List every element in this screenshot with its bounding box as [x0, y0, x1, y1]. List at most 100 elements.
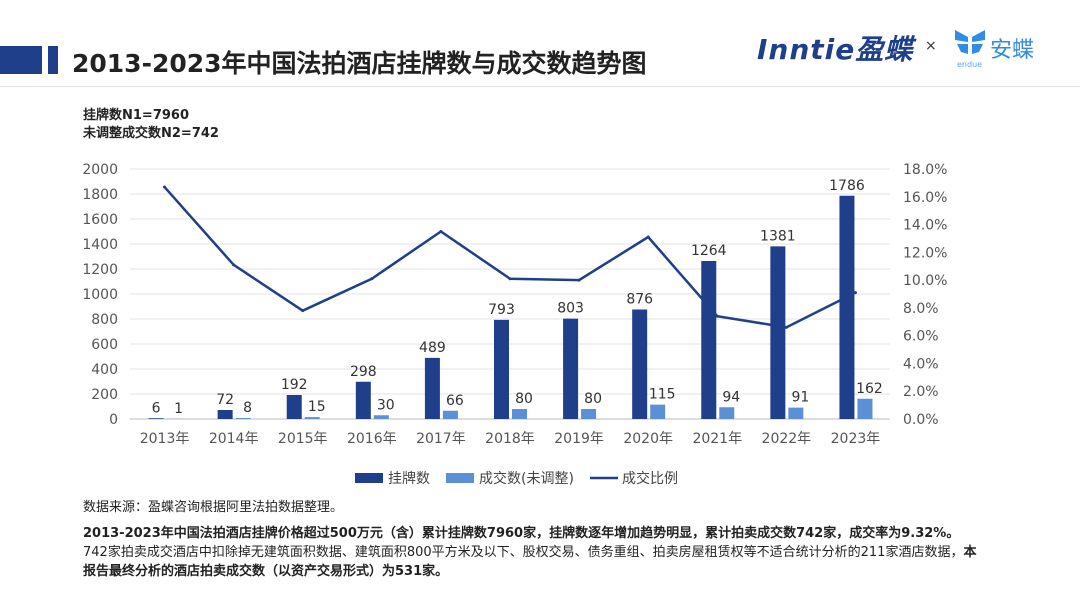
line-point-deal-ratio — [853, 291, 857, 295]
x-tick-label: 2016年 — [347, 431, 397, 447]
bar-label-listings: 298 — [350, 364, 377, 380]
legend-swatch-deals — [446, 473, 474, 483]
note-n1: 挂牌数N1=7960 — [83, 108, 189, 123]
header-accent-bar-small — [48, 46, 58, 74]
butterfly-logo-icon — [955, 30, 985, 54]
y-tick-label: 1600 — [82, 212, 118, 228]
bar-listings — [701, 261, 717, 419]
x-tick-label: 2022年 — [762, 431, 812, 447]
header-divider — [0, 86, 1080, 87]
x-tick-label: 2015年 — [278, 431, 328, 447]
line-point-deal-ratio — [370, 277, 374, 281]
line-point-deal-ratio — [646, 235, 650, 239]
y-tick-label: 600 — [91, 337, 118, 353]
bar-deals — [373, 415, 389, 419]
y2-tick-label: 0.0% — [903, 412, 939, 428]
bar-label-listings: 489 — [419, 340, 446, 356]
bar-listings — [494, 319, 509, 419]
legend-label-listings: 挂牌数 — [388, 470, 430, 487]
legend-swatch-listings — [355, 473, 383, 483]
bar-label-listings: 1264 — [691, 243, 727, 259]
bar-label-listings: 6 — [152, 400, 161, 416]
description-normal: 742家拍卖成交酒店中扣除掉无建筑面积数据、建筑面积800平方米及以下、股权交易… — [83, 545, 964, 560]
bar-label-deals: 8 — [243, 400, 252, 416]
line-point-deal-ratio — [577, 278, 581, 282]
y2-tick-label: 8.0% — [903, 301, 939, 317]
x-tick-label: 2018年 — [485, 431, 535, 447]
bar-deals — [235, 418, 251, 419]
x-tick-label: 2019年 — [554, 431, 604, 447]
x-tick-label: 2014年 — [209, 431, 259, 447]
y-tick-label: 0 — [109, 412, 118, 428]
line-point-deal-ratio — [508, 277, 512, 281]
bar-listings — [632, 309, 648, 419]
bar-label-deals: 94 — [722, 389, 740, 405]
note-n2: 未调整成交数N2=742 — [83, 126, 219, 141]
bar-deals — [442, 410, 458, 419]
bar-label-listings: 1381 — [760, 228, 796, 244]
y-tick-label: 1800 — [82, 187, 118, 203]
collab-times: × — [925, 38, 937, 54]
bar-label-deals: 15 — [308, 399, 326, 415]
y2-tick-label: 16.0% — [903, 190, 947, 206]
y-tick-label: 200 — [91, 387, 118, 403]
y-tick-label: 800 — [91, 312, 118, 328]
bar-label-listings: 72 — [216, 392, 234, 408]
y2-tick-label: 2.0% — [903, 384, 939, 400]
legend-label-deals: 成交数(未调整) — [479, 470, 574, 487]
bar-label-listings: 876 — [626, 292, 653, 308]
bar-deals — [719, 407, 735, 419]
description-bold-1: 2013-2023年中国法拍酒店挂牌价格超过500万元（含）累计挂牌数7960家… — [83, 526, 960, 541]
y-tick-label: 1400 — [82, 237, 118, 253]
bar-deals — [857, 398, 873, 419]
line-point-deal-ratio — [439, 230, 443, 233]
y2-tick-label: 14.0% — [903, 218, 947, 234]
bar-listings — [770, 246, 786, 419]
x-tick-label: 2017年 — [416, 431, 466, 447]
inntie-logo: Inntie盈蝶 — [757, 33, 914, 66]
combo-chart: 0 200 400 600 800 1000 1200 1400 1600 1800 2000 0.0… — [82, 162, 947, 487]
bar-deals — [581, 409, 597, 419]
bar-label-deals: 66 — [446, 393, 464, 409]
bar-listings — [286, 395, 302, 419]
y2-tick-label: 4.0% — [903, 356, 939, 372]
line-point-deal-ratio — [232, 263, 236, 267]
bar-label-deals: 115 — [649, 387, 676, 403]
description: 2013-2023年中国法拍酒店挂牌价格超过500万元（含）累计挂牌数7960家… — [83, 524, 983, 581]
bar-listings — [563, 318, 579, 419]
y2-tick-label: 12.0% — [903, 245, 947, 261]
y2-tick-label: 18.0% — [903, 162, 947, 178]
page-title: 2013-2023年中国法拍酒店挂牌数与成交数趋势图 — [72, 49, 647, 78]
bar-deals — [788, 407, 804, 419]
y-tick-label: 400 — [91, 362, 118, 378]
bar-label-deals: 80 — [515, 391, 533, 407]
bar-listings — [424, 357, 440, 419]
y-tick-label: 2000 — [82, 162, 118, 178]
bar-deals — [650, 404, 666, 419]
bar-label-deals: 1 — [174, 401, 183, 417]
bar-listings — [217, 410, 233, 419]
bar-label-listings: 803 — [557, 301, 584, 317]
data-source: 数据来源：盈蝶咨询根据阿里法拍数据整理。 — [83, 500, 344, 515]
bar-listings — [355, 381, 371, 419]
bar-label-deals: 91 — [791, 390, 809, 406]
y-tick-label: 1000 — [82, 287, 118, 303]
line-point-deal-ratio — [163, 185, 167, 189]
line-point-deal-ratio — [301, 309, 305, 313]
bar-label-listings: 1786 — [829, 178, 865, 194]
description-bold-2: 本报告最终分析的酒店拍卖成交数（以资产交易形式）为531家。 — [83, 545, 977, 579]
x-tick-label: 2021年 — [692, 431, 742, 447]
bar-label-listings: 192 — [281, 377, 308, 393]
line-point-deal-ratio — [784, 325, 788, 329]
bar-label-deals: 80 — [584, 391, 602, 407]
x-tick-label: 2020年 — [623, 431, 673, 447]
bar-label-deals: 162 — [856, 381, 883, 397]
line-point-deal-ratio — [715, 314, 719, 318]
andie-logo-sub: endue — [957, 60, 983, 69]
bar-label-deals: 30 — [377, 397, 395, 413]
y2-tick-label: 10.0% — [903, 273, 947, 289]
header-accent-bar — [0, 46, 42, 74]
legend-label-ratio: 成交比例 — [622, 470, 678, 487]
bar-listings — [839, 195, 855, 419]
andie-logo: 安蝶 — [990, 38, 1035, 63]
